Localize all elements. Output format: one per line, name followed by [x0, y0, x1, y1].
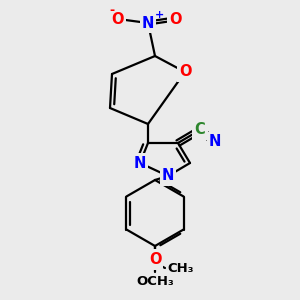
Text: C: C — [195, 122, 206, 137]
Text: O: O — [149, 251, 161, 266]
Text: O: O — [112, 11, 124, 26]
Text: OCH₃: OCH₃ — [136, 275, 174, 288]
Text: N: N — [134, 155, 146, 170]
Text: O: O — [169, 11, 181, 26]
Text: -: - — [109, 4, 114, 17]
Text: CH₃: CH₃ — [167, 262, 194, 275]
Text: N: N — [209, 134, 221, 149]
Text: O: O — [149, 253, 161, 268]
Text: N: N — [162, 169, 174, 184]
Text: O: O — [179, 64, 191, 80]
Text: N: N — [142, 16, 154, 31]
Text: +: + — [155, 10, 164, 20]
